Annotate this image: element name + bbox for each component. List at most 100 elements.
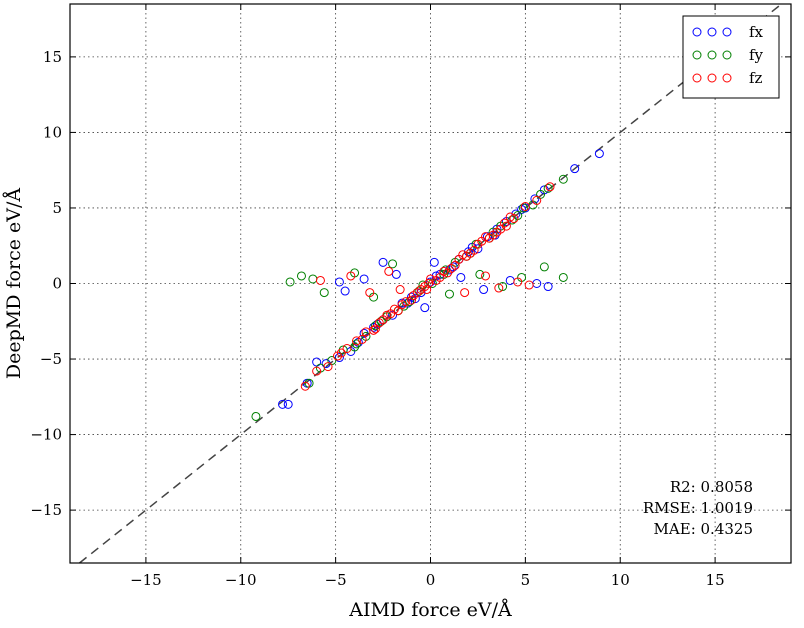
x-tick-label: −5 bbox=[325, 571, 347, 589]
data-point-fy bbox=[296, 271, 306, 281]
x-axis-ticks: −15 −10 −5 0 5 10 15 bbox=[130, 4, 725, 589]
data-point-fz bbox=[509, 214, 519, 224]
data-point-fx bbox=[429, 257, 439, 267]
data-point-fz bbox=[426, 274, 435, 284]
data-point-fx bbox=[334, 353, 344, 363]
legend-marker bbox=[707, 73, 717, 83]
data-points bbox=[251, 149, 604, 421]
y-tick-label: −10 bbox=[30, 426, 62, 444]
data-point-fy bbox=[285, 277, 295, 287]
data-point-fz bbox=[389, 304, 399, 314]
data-point-fx bbox=[530, 194, 540, 204]
data-point-fy bbox=[507, 215, 517, 225]
data-point-fz bbox=[524, 280, 534, 290]
data-point-fy bbox=[251, 411, 261, 421]
data-point-fz bbox=[412, 288, 422, 298]
x-tick-label: −10 bbox=[225, 571, 257, 589]
data-point-fy bbox=[352, 339, 362, 349]
data-point-fx bbox=[283, 399, 293, 409]
data-point-fz bbox=[520, 201, 530, 211]
data-point-fy bbox=[558, 272, 568, 282]
x-tick-label: 10 bbox=[611, 571, 630, 589]
data-point-fz bbox=[300, 381, 310, 391]
series-fx bbox=[278, 149, 604, 409]
data-point-fz bbox=[323, 362, 333, 372]
data-point-fy bbox=[441, 265, 451, 275]
legend-marker bbox=[692, 27, 702, 37]
y-axis-ticks: −15 −10 −5 0 5 10 15 bbox=[30, 48, 791, 519]
data-point-fz bbox=[473, 239, 483, 249]
data-point-fy bbox=[558, 174, 568, 184]
data-point-fy bbox=[319, 288, 329, 298]
legend-marker bbox=[722, 73, 732, 83]
y-tick-label: 5 bbox=[52, 199, 62, 217]
data-point-fx bbox=[594, 149, 604, 159]
data-point-fz bbox=[382, 310, 392, 320]
data-point-fx bbox=[456, 272, 466, 282]
data-point-fy bbox=[539, 262, 549, 272]
data-point-fy bbox=[388, 259, 398, 269]
legend-marker bbox=[707, 50, 717, 60]
data-point-fx bbox=[391, 269, 401, 279]
data-point-fy bbox=[543, 183, 553, 193]
data-point-fx bbox=[570, 164, 580, 174]
legend-marker bbox=[692, 50, 702, 60]
data-point-fz bbox=[336, 348, 346, 358]
y-tick-label: −5 bbox=[40, 350, 62, 368]
data-point-fz bbox=[346, 271, 356, 281]
legend-label: fz bbox=[749, 69, 763, 87]
data-point-fx bbox=[448, 262, 458, 272]
data-point-fy bbox=[308, 274, 318, 284]
stat-mae: MAE: 0.4325 bbox=[654, 520, 753, 538]
data-point-fy bbox=[498, 282, 508, 292]
data-point-fz bbox=[374, 318, 384, 328]
data-point-fz bbox=[397, 300, 407, 310]
data-point-fz bbox=[458, 250, 468, 260]
data-point-fz bbox=[384, 266, 394, 276]
x-tick-label: −15 bbox=[130, 571, 162, 589]
legend-item-fz: fz bbox=[692, 69, 763, 87]
data-point-fz bbox=[365, 288, 375, 298]
data-point-fy bbox=[338, 345, 348, 355]
data-point-fx bbox=[359, 328, 369, 338]
legend-item-fy: fy bbox=[692, 46, 764, 64]
data-point-fz bbox=[407, 295, 417, 305]
data-point-fz bbox=[420, 282, 430, 292]
data-point-fy bbox=[444, 289, 454, 299]
data-point-fx bbox=[410, 294, 420, 304]
y-tick-label: 0 bbox=[52, 275, 62, 293]
legend-label: fy bbox=[749, 46, 764, 64]
data-point-fy bbox=[399, 301, 409, 311]
data-point-fz bbox=[315, 275, 325, 285]
data-point-fx bbox=[505, 275, 515, 285]
data-point-fz bbox=[422, 285, 432, 295]
data-point-fy bbox=[475, 269, 485, 279]
data-point-fx bbox=[278, 399, 288, 409]
data-point-fy bbox=[376, 316, 386, 326]
y-tick-label: 10 bbox=[43, 123, 62, 141]
data-point-fx bbox=[420, 303, 430, 313]
legend-marker bbox=[692, 73, 702, 83]
data-point-fz bbox=[505, 212, 515, 222]
data-point-fx bbox=[543, 282, 553, 292]
legend-label: fx bbox=[749, 23, 764, 41]
data-point-fx bbox=[426, 277, 435, 287]
data-point-fz bbox=[357, 334, 367, 344]
legend-marker bbox=[707, 27, 717, 37]
data-point-fz bbox=[496, 224, 506, 234]
legend-marker bbox=[722, 50, 732, 60]
data-point-fz bbox=[494, 283, 504, 293]
data-point-fz bbox=[312, 366, 322, 376]
x-tick-label: 15 bbox=[706, 571, 725, 589]
data-point-fx bbox=[340, 286, 350, 296]
data-point-fz bbox=[395, 285, 405, 295]
data-point-fz bbox=[435, 272, 445, 282]
data-point-fx bbox=[473, 244, 483, 254]
data-point-fx bbox=[312, 357, 322, 367]
y-tick-label: −15 bbox=[30, 501, 62, 519]
data-point-fz bbox=[352, 336, 362, 346]
data-point-fz bbox=[481, 271, 491, 281]
data-point-fx bbox=[359, 274, 369, 284]
data-point-fz bbox=[450, 260, 460, 270]
